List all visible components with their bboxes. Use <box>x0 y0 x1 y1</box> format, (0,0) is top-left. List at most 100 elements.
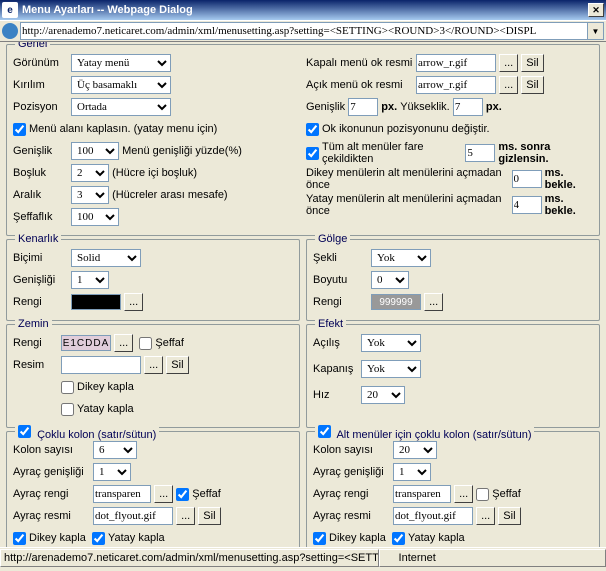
sel-genislik[interactable]: 100 <box>71 142 119 160</box>
sel-acilis[interactable]: Yok <box>361 334 421 352</box>
group-golge: Gölge ŞekliYok Boyutu0 Rengi999999 ... <box>306 239 600 321</box>
legend-coklu: Çoklu kolon (satır/sütun) <box>15 425 159 441</box>
inp-ayracresmi[interactable] <box>93 507 173 525</box>
lbl-aralik: Aralık <box>13 189 71 201</box>
group-coklu: Çoklu kolon (satır/sütun) Kolon sayısı6 … <box>6 431 300 547</box>
inp-ayracr[interactable] <box>93 485 151 503</box>
lbl-ayracr: Ayraç rengi <box>13 488 93 500</box>
btn-grengi[interactable]: ... <box>424 293 443 311</box>
inp-kapali[interactable] <box>416 54 496 72</box>
chk-cyatay2[interactable] <box>392 532 405 545</box>
btn-zrengi[interactable]: ... <box>114 334 133 352</box>
lbl-px1: px. <box>381 101 397 113</box>
sel-pozisyon[interactable]: Ortada <box>71 98 171 116</box>
btn-resim-sil[interactable]: Sil <box>166 356 188 374</box>
lbl-kapali: Kapalı menü ok resmi <box>306 57 416 69</box>
btn-kapali-browse[interactable]: ... <box>499 54 518 72</box>
inp-yatay[interactable] <box>512 196 542 214</box>
sel-sef[interactable]: 100 <box>71 208 119 226</box>
lbl-gen2: Genişlik <box>306 101 345 113</box>
btn-kapali-sil[interactable]: Sil <box>521 54 543 72</box>
chk-cyatay[interactable] <box>92 532 105 545</box>
lbl-pozisyon: Pozisyon <box>13 101 71 113</box>
ie-icon: e <box>2 2 18 18</box>
sel-bosluk[interactable]: 2 <box>71 164 109 182</box>
chk-cseffaf2[interactable] <box>476 488 489 501</box>
chk-okikon[interactable] <box>306 123 319 136</box>
address-dropdown[interactable]: ▼ <box>588 22 604 40</box>
btn-ayracresmi2-sil[interactable]: Sil <box>498 507 520 525</box>
btn-ayracresmi2[interactable]: ... <box>476 507 495 525</box>
lbl-cseffaf: Şeffaf <box>192 488 221 500</box>
lbl-bosluk2: (Hücre içi boşluk) <box>112 167 197 179</box>
lbl-bosluk: Boşluk <box>13 167 71 179</box>
group-kenarlik: Kenarlık BiçimiSolid Genişliği1 Rengi ..… <box>6 239 300 321</box>
inp-ayracr2[interactable] <box>393 485 451 503</box>
sel-ayracg[interactable]: 1 <box>93 463 131 481</box>
lbl-zseffaf: Şeffaf <box>155 337 184 349</box>
color-golge[interactable]: 999999 <box>371 294 421 310</box>
inp-yuk[interactable] <box>453 98 483 116</box>
inp-dikey[interactable] <box>512 170 542 188</box>
lbl-kapanis: Kapanış <box>313 363 361 375</box>
chk-menualani[interactable] <box>13 123 26 136</box>
sel-kapanis[interactable]: Yok <box>361 360 421 378</box>
status-url: http://arenademo7.neticaret.com/admin/xm… <box>0 549 379 567</box>
btn-krengi[interactable]: ... <box>124 293 143 311</box>
sel-hiz[interactable]: 20 <box>361 386 405 404</box>
sel-kolon2[interactable]: 20 <box>393 441 437 459</box>
close-button[interactable]: ✕ <box>588 3 604 17</box>
btn-acik-sil[interactable]: Sil <box>521 76 543 94</box>
sel-sekli[interactable]: Yok <box>371 249 431 267</box>
lbl-genislik: Genişlik <box>13 145 71 157</box>
chk-coklu2[interactable] <box>318 425 331 438</box>
sel-kgen[interactable]: 1 <box>71 271 109 289</box>
chk-zseffaf[interactable] <box>139 337 152 350</box>
inp-ayracresmi2[interactable] <box>393 507 473 525</box>
address-bar: ▼ <box>0 20 606 42</box>
chk-cdikey[interactable] <box>13 532 26 545</box>
statusbar: http://arenademo7.neticaret.com/admin/xm… <box>0 547 606 567</box>
group-coklu2: Alt menüler için çoklu kolon (satır/sütu… <box>306 431 600 547</box>
chk-zdikey[interactable] <box>61 381 74 394</box>
lbl-grengi: Rengi <box>313 296 371 308</box>
btn-ayracresmi[interactable]: ... <box>176 507 195 525</box>
lbl-ayracresmi2: Ayraç resmi <box>313 510 393 522</box>
color-zemin[interactable]: E1CDDA <box>61 335 111 351</box>
sel-kolon[interactable]: 6 <box>93 441 137 459</box>
sel-bicimi[interactable]: Solid <box>71 249 141 267</box>
btn-ayracr2[interactable]: ... <box>454 485 473 503</box>
lbl-ayracg2: Ayraç genişliği <box>313 466 393 478</box>
address-input[interactable] <box>20 22 588 40</box>
color-kenarlik[interactable] <box>71 294 121 310</box>
chk-cdikey2[interactable] <box>313 532 326 545</box>
lbl-sef: Şeffaflık <box>13 211 71 223</box>
inp-gen2[interactable] <box>348 98 378 116</box>
legend-coklu2: Alt menüler için çoklu kolon (satır/sütu… <box>315 425 534 441</box>
chk-tumalt[interactable] <box>306 147 319 160</box>
lbl-menualani: Menü alanı kaplasın. (yatay menu için) <box>29 123 217 135</box>
chk-coklu[interactable] <box>18 425 31 438</box>
btn-acik-browse[interactable]: ... <box>499 76 518 94</box>
chk-cseffaf[interactable] <box>176 488 189 501</box>
sel-kirilim[interactable]: Üç basamaklı <box>71 76 171 94</box>
status-zone: Internet <box>379 549 606 567</box>
sel-boyutu[interactable]: 0 <box>371 271 409 289</box>
group-genel: Genel GörünümYatay menü KırılımÜç basama… <box>6 44 600 236</box>
lbl-yatay-sfx: ms. bekle. <box>545 193 593 217</box>
btn-ayracr[interactable]: ... <box>154 485 173 503</box>
inp-acik[interactable] <box>416 76 496 94</box>
sel-gorunum[interactable]: Yatay menü <box>71 54 171 72</box>
inp-resim[interactable] <box>61 356 141 374</box>
inp-tumalt[interactable] <box>465 144 495 162</box>
globe-icon <box>2 23 18 39</box>
btn-ayracresmi-sil[interactable]: Sil <box>198 507 220 525</box>
chk-zyatay[interactable] <box>61 403 74 416</box>
lbl-tumalt: Tüm alt menüler fare çekildikten <box>322 141 462 165</box>
lbl-kirilim: Kırılım <box>13 79 71 91</box>
btn-resim[interactable]: ... <box>144 356 163 374</box>
sel-aralik[interactable]: 3 <box>71 186 109 204</box>
lbl-sekli: Şekli <box>313 252 371 264</box>
sel-ayracg2[interactable]: 1 <box>393 463 431 481</box>
group-efekt: Efekt AçılışYok KapanışYok Hız20 <box>306 324 600 428</box>
